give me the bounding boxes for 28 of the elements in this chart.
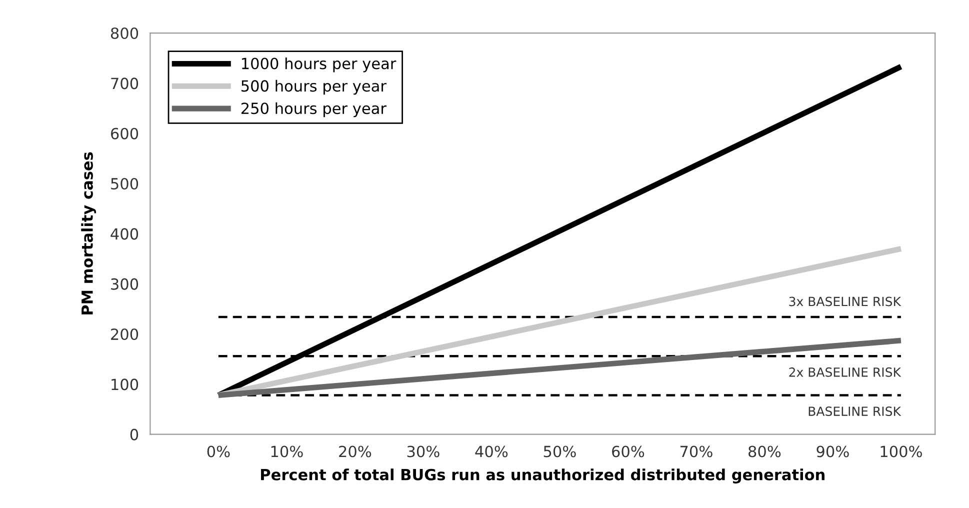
x-tick-label: 0% [207,446,230,458]
y-tick-label: 300 [111,278,138,290]
ref-line-label: 3x BASELINE RISK [789,296,902,306]
x-axis-title: Percent of total BUGs run as unauthorized distributed generation [261,468,824,484]
y-tick-label: 800 [110,27,138,40]
x-tick-label: 40% [475,446,508,458]
y-tick-label: 700 [111,78,138,90]
y-tick-label: 200 [111,328,138,340]
x-tick-label: 100% [880,446,922,458]
y-tick-label: 400 [110,228,138,240]
y-tick-label: 100 [112,378,138,390]
x-tick-label: 30% [407,446,440,458]
x-tick-label: 80% [748,446,781,458]
legend-label: 500 hours per year [242,80,386,95]
x-tick-label: 10% [271,446,303,458]
legend-label: 250 hours per year [241,102,386,118]
y-tick-label: 0 [130,428,138,440]
legend-label: 1000 hours per year [242,57,396,72]
y-tick-label: 500 [111,178,138,190]
ref-line-label: BASELINE RISK [808,406,902,416]
ref-line-label: 2x BASELINE RISK [789,367,902,377]
y-axis-title: PM mortality cases [81,152,96,314]
x-tick-label: 70% [680,446,712,458]
y-tick-label: 600 [110,128,138,140]
x-tick-label: 60% [612,446,644,458]
x-tick-label: 50% [544,446,576,458]
x-tick-label: 90% [816,446,849,458]
x-tick-label: 20% [339,446,372,458]
